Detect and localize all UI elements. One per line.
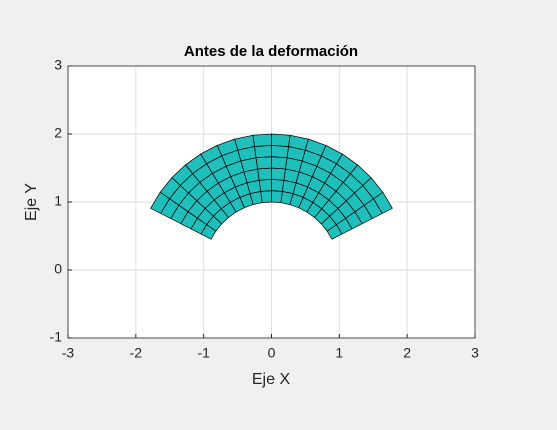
y-tick-label: 2 [54, 125, 62, 141]
x-axis-label: Eje X [252, 371, 291, 388]
mesh-cell [254, 144, 272, 159]
x-tick-label: 1 [335, 345, 343, 361]
y-tick-label: -1 [50, 329, 63, 345]
mesh-cell [255, 156, 272, 170]
mesh-cell [271, 156, 288, 170]
mesh-cell [252, 133, 272, 147]
mesh-cell [271, 167, 286, 181]
mesh-cell [257, 167, 272, 181]
mesh-cell [271, 133, 291, 147]
x-tick-label: -2 [130, 345, 143, 361]
x-tick-label: 2 [403, 345, 411, 361]
mesh-cell [150, 191, 170, 214]
mesh-cell [258, 178, 272, 192]
mesh-cell [271, 144, 289, 159]
y-axis-label: Eje Y [23, 183, 40, 221]
mesh-cell [271, 190, 283, 204]
y-tick-label: 0 [54, 261, 62, 277]
y-tick-label: 1 [54, 193, 62, 209]
x-tick-label: -1 [197, 345, 210, 361]
mesh-cell [271, 178, 285, 192]
x-tick-label: -3 [62, 345, 75, 361]
y-tick-label: 3 [54, 57, 62, 73]
x-tick-label: 3 [471, 345, 479, 361]
x-tick-label: 0 [268, 345, 276, 361]
chart-title: Antes de la deformación [184, 43, 358, 60]
